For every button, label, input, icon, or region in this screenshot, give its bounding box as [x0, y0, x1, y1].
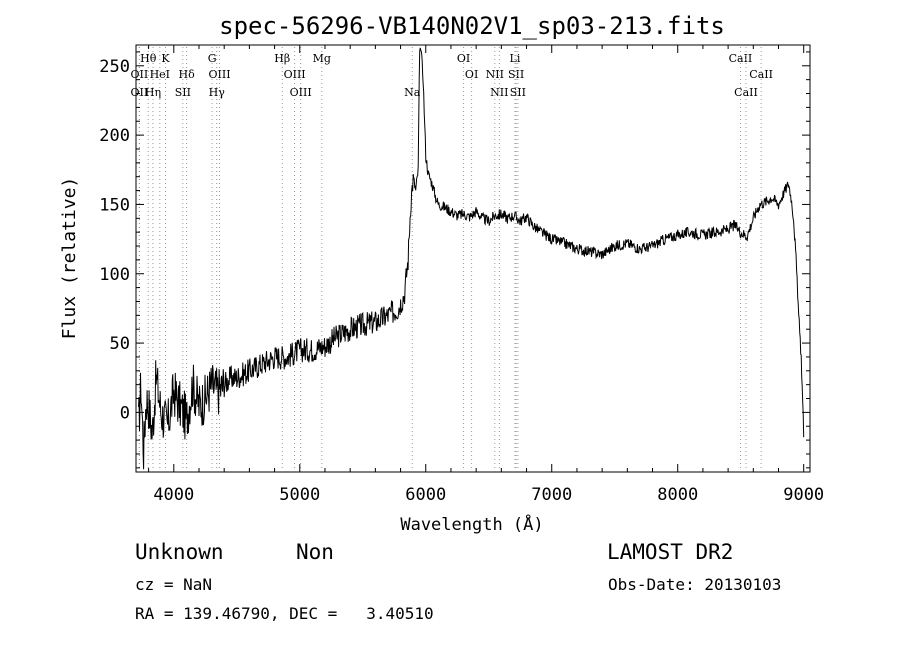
- chart-title: spec-56296-VB140N02V1_sp03-213.fits: [219, 12, 725, 40]
- line-marker-label-caii-25: CaII: [734, 86, 758, 99]
- survey-label: LAMOST DR2: [607, 540, 734, 564]
- line-marker-label-mg-14: Mg: [313, 52, 331, 65]
- line-marker-label-hei-2: HeI: [150, 68, 170, 81]
- line-marker-label-caii-24: CaII: [749, 68, 773, 81]
- line-marker-label-hη-4: Hη: [145, 86, 161, 99]
- x-tick-label-9000: 9000: [783, 485, 824, 505]
- line-marker-label-nii-21: NII: [490, 86, 508, 99]
- line-marker-label-oi-16: OI: [457, 52, 470, 65]
- redshift-cz: cz = NaN: [135, 575, 213, 594]
- line-marker-label-hγ-10: Hγ: [209, 86, 226, 99]
- y-tick-label-50: 50: [110, 334, 130, 354]
- x-tick-label-4000: 4000: [153, 485, 194, 505]
- line-marker-label-hδ-6: Hδ: [179, 68, 196, 81]
- y-tick-label-200: 200: [99, 126, 130, 146]
- x-tick-label-8000: 8000: [657, 485, 698, 505]
- y-tick-label-150: 150: [99, 195, 130, 215]
- line-marker-label-oii-3: OII: [131, 86, 149, 99]
- plot-frame: [135, 44, 811, 473]
- x-tick-label-7000: 7000: [531, 485, 572, 505]
- x-axis: 4000 5000 6000 7000 8000 9000: [148, 45, 824, 505]
- y-tick-label-100: 100: [99, 265, 130, 285]
- line-marker-label-k-5: K: [161, 52, 170, 65]
- line-marker-label-sii-7: SII: [175, 86, 191, 99]
- line-marker-label-caii-23: CaII: [729, 52, 753, 65]
- line-marker-label-sii-20: SII: [508, 68, 524, 81]
- y-axis-label: Flux (relative): [59, 177, 80, 340]
- y-tick-label-250: 250: [99, 57, 130, 77]
- line-marker-label-oi-17: OI: [465, 68, 478, 81]
- line-marker-label-na-15: Na: [404, 86, 421, 99]
- line-marker-label-nii-19: NII: [486, 68, 504, 81]
- line-marker-label-oii-1: OII: [131, 68, 149, 81]
- line-marker-label-hθ-0: Hθ: [140, 52, 157, 65]
- x-tick-label-5000: 5000: [279, 485, 320, 505]
- x-tick-label-6000: 6000: [405, 485, 446, 505]
- object-class: Unknown: [135, 540, 224, 564]
- line-marker-label-oiii-12: OIII: [284, 68, 306, 81]
- coordinates: RA = 139.46790, DEC = 3.40510: [135, 604, 434, 623]
- line-marker-label-oiii-9: OIII: [208, 68, 230, 81]
- line-marker-label-hβ-11: Hβ: [274, 52, 290, 65]
- object-subclass: Non: [296, 540, 334, 564]
- line-marker-label-oiii-13: OIII: [290, 86, 312, 99]
- line-marker-label-li-18: Li: [510, 52, 521, 65]
- spectrum-line: [138, 47, 805, 470]
- y-axis: 0 50 100 150 200 250: [99, 51, 810, 469]
- spectrum-series: [138, 47, 805, 470]
- y-tick-label-0: 0: [120, 403, 130, 423]
- obs-date: Obs-Date: 20130103: [608, 575, 782, 594]
- line-marker-label-g-8: G: [208, 52, 217, 65]
- line-marker-label-sii-22: SII: [510, 86, 526, 99]
- x-axis-label: Wavelength (Å): [400, 513, 543, 535]
